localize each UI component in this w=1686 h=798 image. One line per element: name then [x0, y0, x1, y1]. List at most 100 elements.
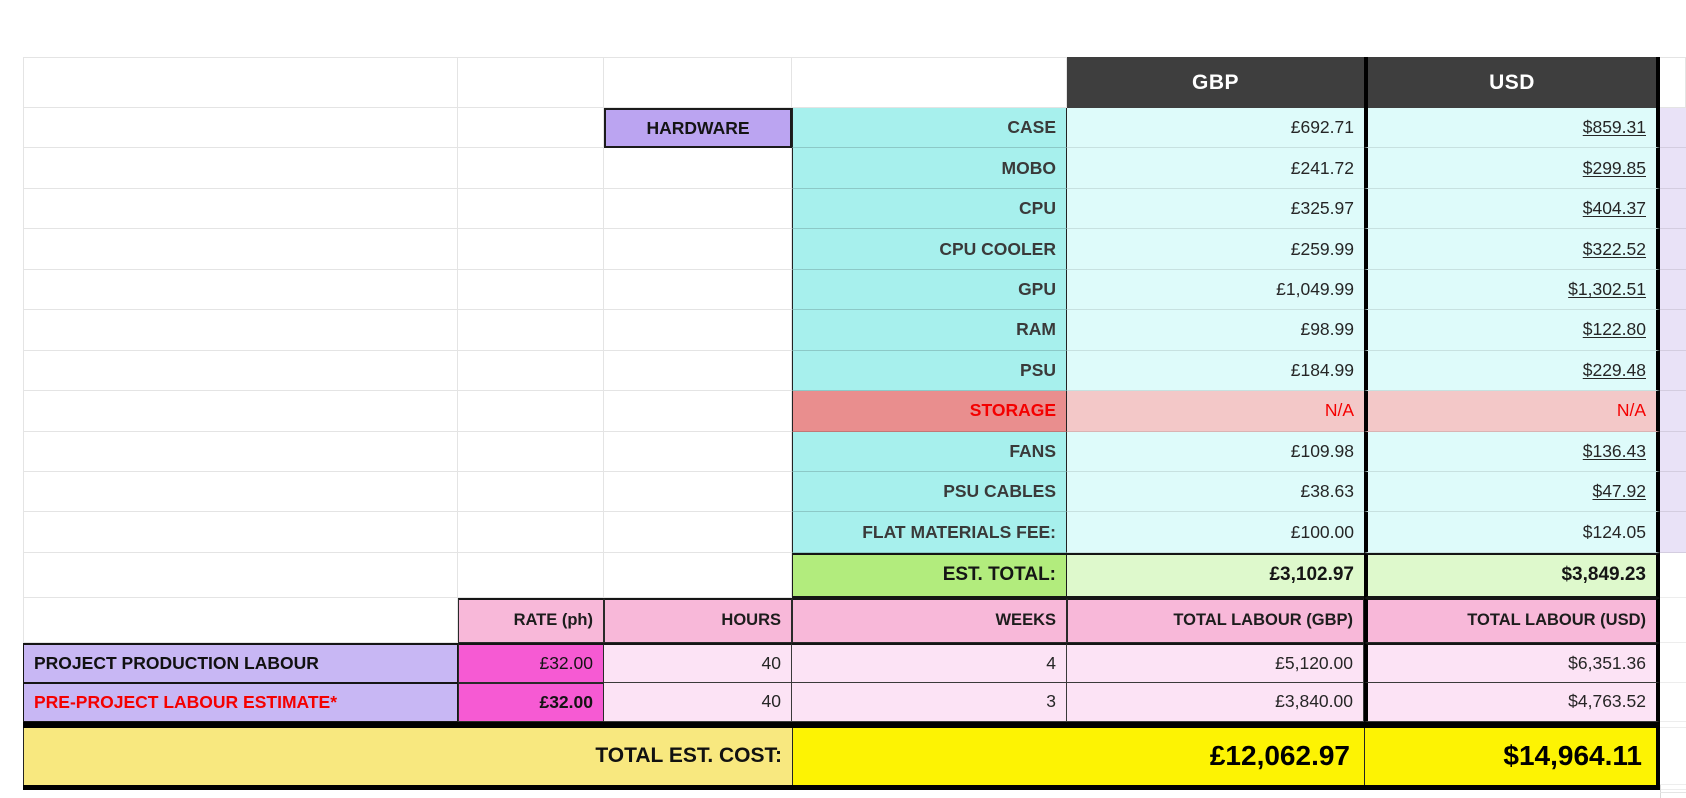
item-usd-cpu-cooler[interactable]: $322.52	[1364, 229, 1660, 270]
empty-cell[interactable]	[458, 350, 604, 392]
empty-cell[interactable]	[604, 148, 792, 189]
labour-weeks-pre-project-labour-estimate[interactable]: 3	[792, 682, 1067, 722]
labour-rate-pre-project-labour-estimate[interactable]: £32.00	[458, 682, 604, 722]
empty-cell[interactable]	[604, 471, 792, 513]
empty-cell[interactable]	[23, 431, 458, 472]
empty-cell[interactable]	[458, 229, 604, 270]
empty-cell[interactable]	[23, 552, 458, 598]
empty-cell[interactable]	[458, 391, 604, 432]
empty-cell[interactable]	[604, 431, 792, 472]
item-usd-gpu[interactable]: $1,302.51	[1364, 269, 1660, 311]
empty-cell[interactable]	[23, 108, 458, 149]
empty-cell[interactable]	[23, 597, 458, 643]
item-label-ram[interactable]: RAM	[792, 310, 1067, 351]
empty-cell[interactable]	[604, 350, 792, 392]
hardware-est-total-label[interactable]: EST. TOTAL:	[792, 552, 1067, 598]
right-strip-cell[interactable]	[1660, 108, 1686, 149]
right-strip-cell[interactable]	[1660, 350, 1686, 392]
hardware-est-total-usd[interactable]: $3,849.23	[1364, 552, 1660, 598]
item-usd-case[interactable]: $859.31	[1364, 108, 1660, 149]
labour-weeks-project-production-labour[interactable]: 4	[792, 642, 1067, 683]
right-strip-cell[interactable]	[1660, 597, 1686, 643]
empty-cell[interactable]	[23, 229, 458, 270]
empty-cell[interactable]	[23, 188, 458, 230]
empty-cell[interactable]	[23, 148, 458, 189]
usd-column-header[interactable]: USD	[1364, 57, 1660, 108]
empty-cell[interactable]	[458, 108, 604, 149]
item-gbp-ram[interactable]: £98.99	[1067, 310, 1364, 351]
item-gbp-storage[interactable]: N/A	[1067, 391, 1364, 432]
right-strip-cell[interactable]	[1660, 269, 1686, 311]
labour-label-pre-project-labour-estimate[interactable]: PRE-PROJECT LABOUR ESTIMATE*	[23, 682, 458, 722]
right-strip-cell[interactable]	[1660, 148, 1686, 189]
labour-header-total-usd[interactable]: TOTAL LABOUR (USD)	[1364, 597, 1660, 643]
right-strip-cell[interactable]	[1660, 471, 1686, 513]
empty-cell[interactable]	[604, 229, 792, 270]
labour-total-usd-project-production-labour[interactable]: $6,351.36	[1364, 642, 1660, 683]
empty-cell[interactable]	[458, 148, 604, 189]
item-gbp-flat-materials-fee[interactable]: £100.00	[1067, 512, 1364, 553]
item-label-fans[interactable]: FANS	[792, 431, 1067, 472]
right-strip-cell[interactable]	[1660, 391, 1686, 432]
labour-hours-pre-project-labour-estimate[interactable]: 40	[604, 682, 792, 722]
empty-cell[interactable]	[604, 391, 792, 432]
right-strip-cell[interactable]	[1660, 552, 1686, 598]
labour-hours-project-production-labour[interactable]: 40	[604, 642, 792, 683]
item-label-storage[interactable]: STORAGE	[792, 391, 1067, 432]
item-gbp-cpu-cooler[interactable]: £259.99	[1067, 229, 1364, 270]
item-gbp-fans[interactable]: £109.98	[1067, 431, 1364, 472]
empty-cell[interactable]	[458, 431, 604, 472]
item-label-mobo[interactable]: MOBO	[792, 148, 1067, 189]
empty-cell[interactable]	[458, 512, 604, 553]
grand-total-label[interactable]: TOTAL EST. COST:	[23, 727, 792, 785]
empty-cell[interactable]	[23, 350, 458, 392]
item-label-cpu[interactable]: CPU	[792, 188, 1067, 230]
empty-cell[interactable]	[604, 188, 792, 230]
labour-total-usd-pre-project-labour-estimate[interactable]: $4,763.52	[1364, 682, 1660, 722]
labour-label-project-production-labour[interactable]: PROJECT PRODUCTION LABOUR	[23, 642, 458, 683]
item-gbp-gpu[interactable]: £1,049.99	[1067, 269, 1364, 311]
empty-cell[interactable]	[458, 471, 604, 513]
labour-header-total-gbp[interactable]: TOTAL LABOUR (GBP)	[1067, 597, 1364, 643]
empty-cell[interactable]	[1660, 57, 1686, 108]
hardware-est-total-gbp[interactable]: £3,102.97	[1067, 552, 1364, 598]
item-gbp-cpu[interactable]: £325.97	[1067, 188, 1364, 230]
right-strip-cell[interactable]	[1660, 310, 1686, 351]
item-usd-fans[interactable]: $136.43	[1364, 431, 1660, 472]
item-label-cpu-cooler[interactable]: CPU COOLER	[792, 229, 1067, 270]
right-strip-cell[interactable]	[1660, 512, 1686, 553]
right-strip-cell[interactable]	[1660, 188, 1686, 230]
item-label-case[interactable]: CASE	[792, 108, 1067, 149]
labour-header-weeks[interactable]: WEEKS	[792, 597, 1067, 643]
item-usd-cpu[interactable]: $404.37	[1364, 188, 1660, 230]
empty-cell[interactable]	[604, 512, 792, 553]
empty-cell[interactable]	[23, 269, 458, 311]
empty-cell[interactable]	[23, 391, 458, 432]
item-label-gpu[interactable]: GPU	[792, 269, 1067, 311]
empty-cell[interactable]	[458, 57, 604, 108]
item-usd-ram[interactable]: $122.80	[1364, 310, 1660, 351]
item-usd-psu[interactable]: $229.48	[1364, 350, 1660, 392]
empty-cell[interactable]	[792, 57, 1067, 108]
item-label-flat-materials-fee[interactable]: FLAT MATERIALS FEE:	[792, 512, 1067, 553]
empty-cell[interactable]	[23, 57, 458, 108]
right-strip-cell[interactable]	[1660, 431, 1686, 472]
item-gbp-mobo[interactable]: £241.72	[1067, 148, 1364, 189]
right-strip-cell[interactable]	[1660, 229, 1686, 270]
right-strip-cell[interactable]	[1660, 721, 1686, 728]
labour-header-rate[interactable]: RATE (ph)	[458, 597, 604, 643]
item-usd-storage[interactable]: N/A	[1364, 391, 1660, 432]
hardware-section-label[interactable]: HARDWARE	[604, 108, 792, 149]
empty-cell[interactable]	[23, 512, 458, 553]
empty-cell[interactable]	[604, 310, 792, 351]
grand-total-gbp[interactable]: £12,062.97	[792, 727, 1364, 785]
empty-cell[interactable]	[23, 310, 458, 351]
labour-rate-project-production-labour[interactable]: £32.00	[458, 642, 604, 683]
grand-total-usd[interactable]: $14,964.11	[1364, 727, 1660, 785]
right-strip-cell[interactable]	[1660, 784, 1686, 790]
right-strip-cell[interactable]	[1660, 642, 1686, 683]
right-strip-cell[interactable]	[1660, 727, 1686, 785]
empty-cell[interactable]	[604, 57, 792, 108]
item-gbp-case[interactable]: £692.71	[1067, 108, 1364, 149]
item-gbp-psu[interactable]: £184.99	[1067, 350, 1364, 392]
